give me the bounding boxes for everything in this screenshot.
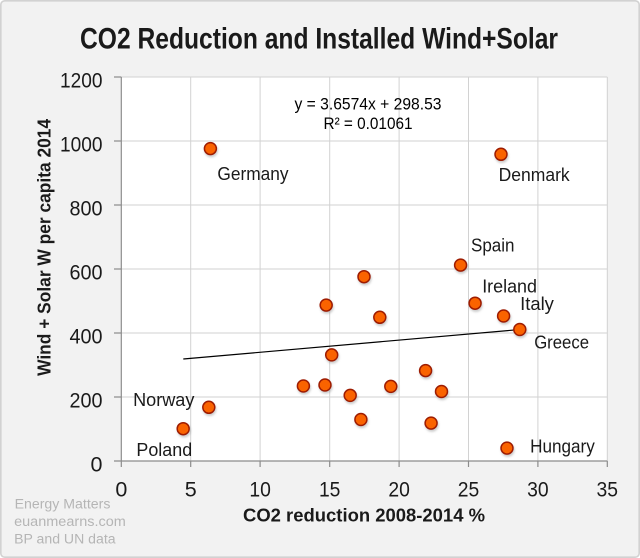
svg-text:30: 30 — [527, 477, 549, 501]
svg-text:35: 35 — [597, 477, 619, 501]
svg-text:5: 5 — [185, 477, 197, 501]
svg-text:Wind + Solar W per capita 2014: Wind + Solar W per capita 2014 — [34, 118, 55, 376]
svg-text:200: 200 — [70, 389, 103, 413]
svg-text:R² = 0.01061: R² = 0.01061 — [324, 114, 413, 133]
svg-text:Greece: Greece — [534, 332, 589, 353]
svg-text:Ireland: Ireland — [482, 276, 537, 297]
svg-text:Hungary: Hungary — [530, 435, 595, 456]
svg-text:Spain: Spain — [471, 235, 515, 256]
svg-text:0: 0 — [115, 477, 127, 501]
svg-text:Denmark: Denmark — [499, 164, 571, 185]
svg-text:CO2 reduction 2008-2014 %: CO2 reduction 2008-2014 % — [243, 505, 485, 526]
svg-text:20: 20 — [388, 477, 410, 501]
svg-text:800: 800 — [70, 197, 103, 221]
svg-text:0: 0 — [91, 453, 103, 477]
svg-text:Poland: Poland — [136, 439, 192, 460]
svg-text:15: 15 — [319, 477, 341, 501]
svg-text:Norway: Norway — [133, 389, 195, 410]
svg-text:y = 3.6574x + 298.53: y = 3.6574x + 298.53 — [295, 94, 442, 113]
svg-text:CO2 Reduction and Installed Wi: CO2 Reduction and Installed Wind+Solar — [80, 22, 558, 55]
svg-text:euanmearns.com: euanmearns.com — [14, 514, 126, 529]
svg-text:600: 600 — [70, 261, 103, 285]
svg-text:1000: 1000 — [60, 133, 103, 157]
svg-text:Energy Matters: Energy Matters — [15, 496, 111, 511]
svg-text:Italy: Italy — [520, 293, 555, 314]
svg-text:Germany: Germany — [217, 163, 289, 184]
svg-text:25: 25 — [458, 477, 480, 501]
svg-text:400: 400 — [70, 325, 103, 349]
svg-text:1200: 1200 — [60, 69, 103, 93]
svg-text:10: 10 — [249, 477, 271, 501]
svg-text:BP and UN data: BP and UN data — [14, 532, 116, 547]
